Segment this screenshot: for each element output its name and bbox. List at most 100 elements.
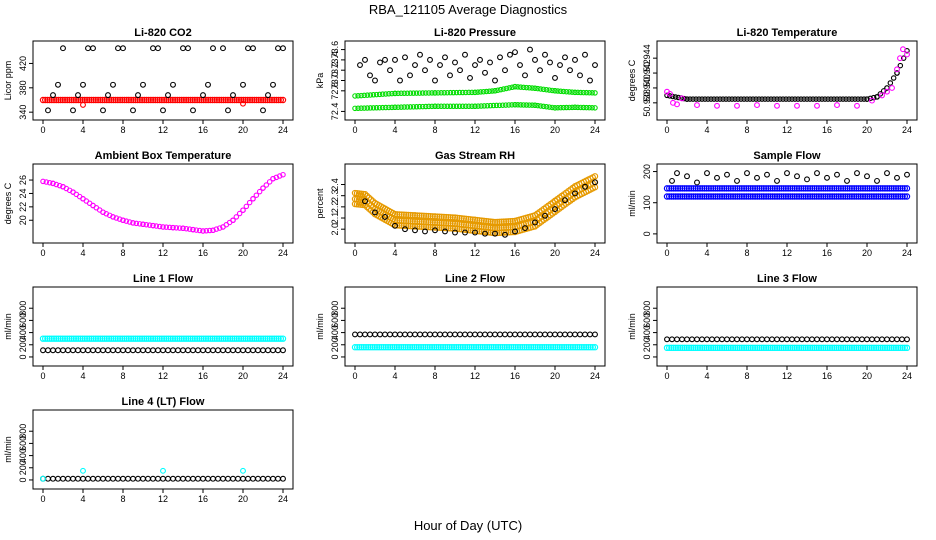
data-point xyxy=(387,67,393,74)
data-point xyxy=(804,336,810,343)
x-tick-label: 20 xyxy=(862,371,872,381)
data-point xyxy=(883,344,891,352)
data-point xyxy=(562,54,568,61)
data-point xyxy=(416,90,423,96)
data-point xyxy=(543,344,550,351)
data-point xyxy=(562,331,568,338)
data-point xyxy=(496,218,503,226)
data-point xyxy=(740,344,748,352)
data-point xyxy=(253,335,260,342)
data-point xyxy=(512,228,518,235)
data-point xyxy=(61,335,69,342)
data-point xyxy=(888,193,895,200)
data-point xyxy=(451,214,459,221)
data-point xyxy=(512,101,518,108)
data-point xyxy=(749,185,757,192)
data-point xyxy=(398,211,405,218)
data-point xyxy=(457,344,464,351)
data-point xyxy=(472,62,478,68)
data-point xyxy=(877,91,884,97)
data-point xyxy=(747,185,754,192)
data-point xyxy=(240,81,246,88)
data-point xyxy=(901,185,908,192)
data-point xyxy=(246,199,253,206)
data-point xyxy=(672,94,679,100)
x-tick-label: 12 xyxy=(158,371,168,381)
data-point xyxy=(180,45,186,52)
data-point xyxy=(861,185,869,192)
data-point xyxy=(218,96,225,104)
data-point xyxy=(253,192,260,198)
data-point xyxy=(44,96,51,104)
data-point xyxy=(442,344,449,351)
data-point xyxy=(248,335,256,342)
data-point xyxy=(140,347,146,354)
y-tick-label: 600 xyxy=(18,313,28,328)
data-point xyxy=(560,104,567,111)
data-point xyxy=(799,336,805,343)
data-point xyxy=(110,347,116,354)
series-1 xyxy=(39,335,287,342)
data-point xyxy=(257,335,265,342)
data-point xyxy=(489,88,495,94)
x-tick-label: 24 xyxy=(278,125,288,135)
y-tick-label: 340 xyxy=(18,105,28,120)
data-point xyxy=(844,185,851,192)
data-point xyxy=(426,344,434,351)
data-point xyxy=(710,344,717,352)
data-point xyxy=(435,344,442,351)
data-point xyxy=(794,173,800,180)
data-point xyxy=(352,105,358,112)
data-point xyxy=(467,331,473,338)
data-point xyxy=(382,331,388,338)
data-point xyxy=(555,88,561,94)
data-point xyxy=(482,331,488,338)
data-point xyxy=(791,344,798,352)
data-point xyxy=(167,96,174,104)
data-point xyxy=(487,331,493,338)
data-point xyxy=(894,336,900,343)
x-tick-label: 12 xyxy=(782,371,792,381)
data-point xyxy=(809,336,815,343)
data-point xyxy=(729,96,735,102)
data-point xyxy=(861,96,867,102)
data-point xyxy=(754,336,760,343)
data-point xyxy=(820,185,827,192)
data-point xyxy=(580,344,588,351)
data-point xyxy=(156,335,163,342)
data-point xyxy=(431,344,438,351)
data-point xyxy=(508,344,515,351)
data-point xyxy=(50,92,56,99)
data-point xyxy=(230,475,236,482)
data-point xyxy=(592,90,598,96)
data-point xyxy=(736,193,743,200)
data-point xyxy=(147,96,155,104)
data-point xyxy=(457,67,463,74)
data-point xyxy=(826,344,834,352)
data-point xyxy=(100,347,106,354)
data-point xyxy=(717,96,723,102)
data-point xyxy=(773,193,781,200)
data-point xyxy=(200,475,206,482)
data-point xyxy=(820,344,827,352)
data-point xyxy=(575,89,581,96)
data-point xyxy=(537,103,544,109)
data-point xyxy=(795,185,803,192)
data-point xyxy=(125,475,131,482)
data-point xyxy=(442,54,448,61)
data-point xyxy=(418,212,425,219)
data-point xyxy=(205,347,211,354)
data-point xyxy=(174,335,181,342)
data-point xyxy=(50,335,58,342)
data-point xyxy=(870,185,878,192)
data-point xyxy=(486,88,493,94)
data-point xyxy=(846,193,853,200)
x-tick-label: 0 xyxy=(664,248,669,258)
x-tick-label: 20 xyxy=(238,125,248,135)
data-point xyxy=(677,344,684,352)
data-point xyxy=(749,193,757,200)
data-point xyxy=(456,214,463,222)
data-point xyxy=(204,335,212,342)
data-point xyxy=(811,185,818,192)
